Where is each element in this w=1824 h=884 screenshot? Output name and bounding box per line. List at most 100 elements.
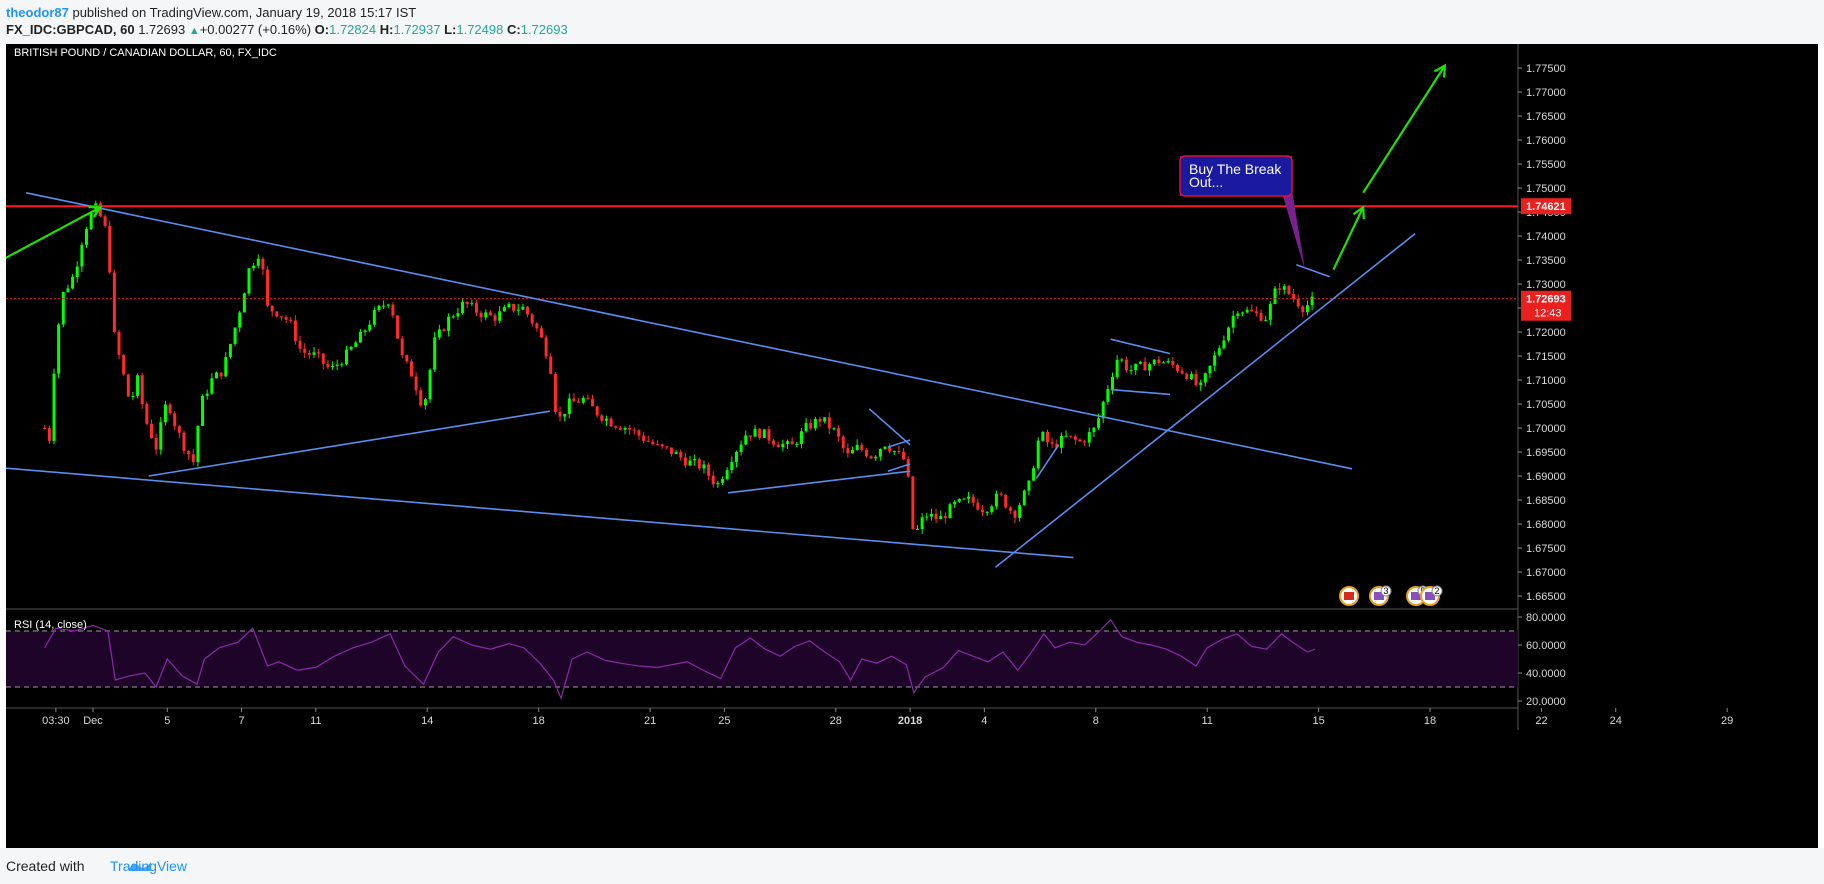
event-badge-ca	[1339, 586, 1359, 606]
price-axis-label: 1.68000	[1526, 519, 1566, 531]
candle-body	[1041, 431, 1045, 441]
candle-body	[512, 303, 516, 311]
time-axis-label: 11	[1201, 715, 1212, 727]
trendline	[1110, 338, 1171, 355]
symbol-label: FX_IDC:GBPCAD, 60	[6, 22, 135, 37]
candle-body	[1166, 360, 1170, 363]
price-axis-label: 1.69500	[1526, 447, 1566, 459]
candle-body	[1022, 490, 1026, 506]
candle-body	[136, 375, 140, 396]
arrow-head	[1433, 63, 1447, 78]
author-link[interactable]: theodor87	[6, 5, 69, 20]
candle-body	[173, 413, 177, 427]
price-axis-label: 1.76500	[1526, 111, 1566, 123]
canada-flag-icon	[1344, 592, 1354, 600]
candle-body	[182, 432, 186, 451]
candle-body	[521, 306, 525, 310]
candle-body	[707, 464, 711, 476]
candle-body	[725, 470, 729, 480]
candle-body	[1083, 441, 1087, 443]
chart-title: BRITISH POUND / CANADIAN DOLLAR, 60, FX_…	[14, 47, 277, 59]
candle-body	[386, 304, 390, 306]
price-axis-label: 1.70000	[1526, 423, 1566, 435]
candle-body	[632, 429, 636, 431]
candle-body	[71, 276, 75, 289]
candle-body	[558, 411, 562, 417]
candle-body	[233, 327, 237, 345]
price-axis-label: 1.73000	[1526, 279, 1566, 291]
price-axis-label: 1.71500	[1526, 351, 1566, 363]
last-price-tag	[1521, 290, 1571, 321]
candle-body	[145, 404, 149, 424]
time-axis-label: 8	[1093, 715, 1099, 727]
candle-body	[187, 450, 191, 455]
candle-body	[1305, 305, 1309, 313]
candle-body	[307, 352, 311, 355]
candle-body	[1301, 306, 1305, 313]
time-axis-label: 7	[238, 715, 244, 727]
candle-body	[623, 428, 627, 430]
publish-info: published on TradingView.com, January 19…	[72, 5, 417, 20]
candle-body	[609, 418, 613, 427]
candle-body	[270, 305, 274, 312]
candle-body	[953, 501, 957, 505]
price-axis-label: 1.77500	[1526, 63, 1566, 75]
candle-body	[210, 378, 214, 394]
candle-body	[349, 346, 353, 350]
candle-body	[711, 475, 715, 485]
created-with-label: Created with	[6, 858, 85, 874]
candle-body	[920, 517, 924, 529]
candle-body	[846, 448, 850, 454]
candle-body	[929, 513, 933, 517]
candle-body	[526, 306, 530, 315]
candle-body	[646, 440, 650, 442]
time-axis-label: Dec	[83, 715, 103, 727]
candle-body	[405, 355, 409, 362]
candle-body	[651, 441, 655, 445]
candle-body	[1078, 439, 1082, 442]
candle-body	[108, 225, 112, 273]
candle-body	[284, 317, 288, 320]
candle-body	[781, 443, 785, 448]
candle-body	[85, 229, 89, 245]
candle-body	[976, 502, 980, 510]
candle-body	[874, 456, 878, 459]
candle-body	[604, 418, 608, 421]
chart-area[interactable]: Buy The Break Out... BRITISH POUND / CANAD…	[6, 44, 1818, 848]
trendline	[148, 410, 550, 477]
callout-buy-the-breakout: Buy The BreakOut...	[1179, 155, 1305, 270]
candle-body	[1027, 480, 1031, 491]
trendline	[887, 463, 911, 472]
candle-body	[892, 451, 896, 453]
candle-body	[855, 444, 859, 451]
candle-body	[642, 435, 646, 441]
uk-flag-icon	[1411, 592, 1421, 600]
candle-body	[493, 315, 497, 321]
candle-body	[447, 316, 451, 331]
candle-body	[586, 397, 590, 399]
candle-body	[363, 330, 367, 332]
close-label: C:	[506, 22, 521, 37]
candle-body	[1148, 364, 1152, 371]
candle-body	[1268, 303, 1272, 320]
candle-body	[530, 314, 534, 324]
rsi-axis-label: 80.0000	[1526, 612, 1566, 624]
candle-body	[1254, 311, 1258, 313]
callout-text-line2: Out...	[1189, 174, 1223, 190]
up-triangle-icon: ▲	[188, 25, 200, 37]
rsi-axis-label: 20.0000	[1526, 696, 1566, 708]
candle-body	[1250, 309, 1254, 312]
candle-body	[372, 309, 376, 325]
candle-body	[674, 452, 678, 454]
tradingview-link[interactable]: TradingView	[110, 858, 188, 874]
candle-body	[1208, 365, 1212, 374]
arrow-head	[1352, 205, 1365, 220]
footer: Created with TradingView	[0, 848, 1824, 884]
time-axis-label: 03:30	[42, 715, 70, 727]
candle-body	[168, 404, 172, 414]
candle-body	[1296, 298, 1300, 307]
rsi-band-fill	[6, 631, 1518, 687]
candle-body	[665, 446, 669, 448]
candle-body	[860, 444, 864, 450]
